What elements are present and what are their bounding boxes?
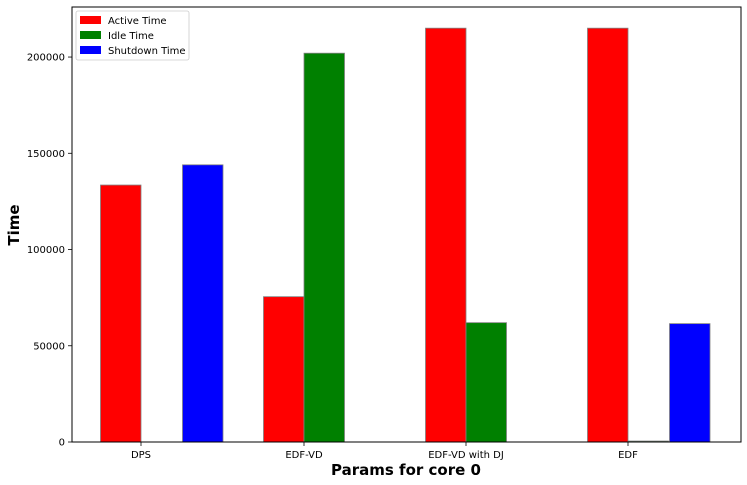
y-tick-label: 50000 [33,341,65,352]
x-tick-label: EDF-VD with DJ [428,450,504,461]
legend-box [75,10,190,61]
legend-swatch-idle-time [80,31,101,39]
legend-label-shutdown-time: Shutdown Time [108,46,186,57]
x-axis: DPS EDF-VD EDF-VD with DJ EDF [131,442,638,461]
y-axis-title: Time [5,204,23,245]
bar-active-time-dps [100,184,142,443]
x-tick-label: DPS [131,450,151,461]
bar-active-time-edf [587,27,629,443]
legend: Active Time Idle Time Shutdown Time [75,10,190,61]
y-tick-label: 200000 [27,53,65,64]
y-axis: 0 50000 100000 150000 200000 [27,53,72,449]
y-tick-label: 150000 [27,149,65,160]
x-tick-label: EDF-VD [285,450,323,461]
bar-active-time-edf-vd-with-dj [425,27,467,443]
plot-frame [71,6,742,443]
legend-label-idle-time: Idle Time [108,31,154,42]
bars-group [100,27,711,443]
y-tick-label: 0 [59,438,65,449]
legend-swatch-shutdown-time [80,46,101,54]
bar-shutdown-time-dps [182,164,224,443]
legend-label-active-time: Active Time [108,16,167,27]
y-tick-label: 100000 [27,245,65,256]
x-tick-label: EDF [618,450,638,461]
bar-idle-time-edf-vd [303,52,345,443]
bar-shutdown-time-edf [669,323,711,443]
legend-swatch-active-time [80,16,101,24]
bar-active-time-edf-vd [263,296,305,443]
x-axis-title: Params for core 0 [331,461,481,479]
bar-idle-time-edf-vd-with-dj [465,322,507,443]
